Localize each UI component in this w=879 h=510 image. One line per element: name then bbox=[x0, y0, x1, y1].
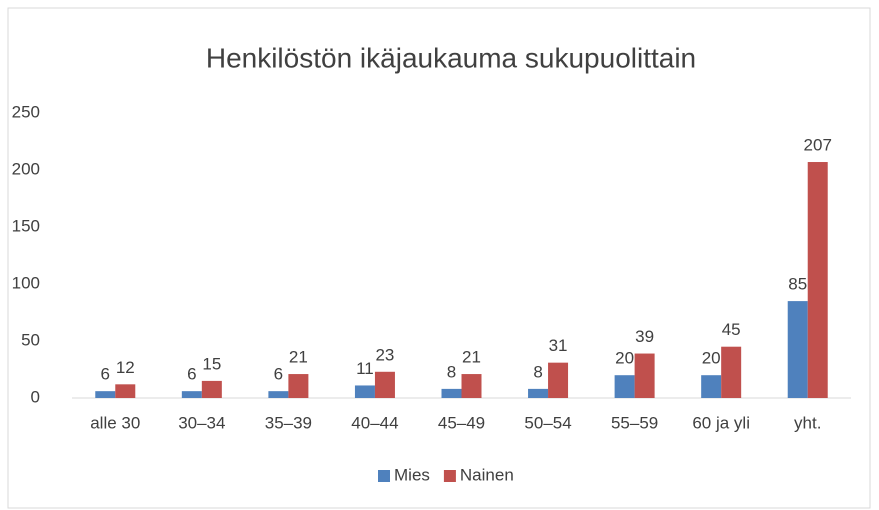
bar bbox=[461, 374, 482, 398]
y-tick-label: 250 bbox=[12, 102, 40, 121]
bar bbox=[374, 371, 395, 398]
bar bbox=[201, 380, 222, 398]
data-label: 31 bbox=[549, 336, 568, 355]
y-tick-label: 150 bbox=[12, 216, 40, 235]
bar bbox=[95, 391, 116, 398]
chart-title: Henkilöstön ikäjaukauma sukupuolittain bbox=[206, 42, 696, 73]
data-label: 23 bbox=[375, 345, 394, 364]
legend-swatch bbox=[378, 470, 390, 482]
x-tick-label: 50–54 bbox=[524, 413, 571, 432]
x-tick-label: 55–59 bbox=[611, 413, 658, 432]
bar bbox=[548, 362, 569, 398]
data-label: 15 bbox=[202, 354, 221, 373]
y-tick-label: 0 bbox=[31, 387, 40, 406]
x-tick-label: yht. bbox=[794, 413, 821, 432]
chart-border bbox=[7, 7, 871, 509]
data-label: 20 bbox=[615, 349, 634, 368]
data-label: 6 bbox=[187, 365, 196, 384]
bar bbox=[634, 353, 655, 398]
data-label: 6 bbox=[274, 365, 283, 384]
data-label: 8 bbox=[533, 362, 542, 381]
y-tick-label: 50 bbox=[21, 330, 40, 349]
data-label: 6 bbox=[101, 365, 110, 384]
data-label: 12 bbox=[116, 358, 135, 377]
legend-label: Nainen bbox=[460, 465, 514, 484]
legend-label: Mies bbox=[394, 465, 430, 484]
bar bbox=[268, 391, 289, 398]
data-label: 21 bbox=[289, 348, 308, 367]
bar bbox=[441, 388, 462, 398]
bar bbox=[807, 162, 828, 398]
x-tick-label: 45–49 bbox=[438, 413, 485, 432]
bar bbox=[288, 374, 309, 398]
data-label: 207 bbox=[804, 136, 832, 155]
x-tick-label: alle 30 bbox=[90, 413, 140, 432]
data-label: 85 bbox=[788, 275, 807, 294]
bar bbox=[701, 375, 722, 398]
data-label: 11 bbox=[356, 359, 374, 378]
bar bbox=[181, 391, 202, 398]
legend-swatch bbox=[443, 470, 456, 482]
data-label: 39 bbox=[635, 327, 654, 346]
x-tick-label: 60 ja yli bbox=[692, 413, 750, 432]
data-label: 8 bbox=[447, 362, 456, 381]
x-tick-label: 30–34 bbox=[178, 413, 225, 432]
data-label: 45 bbox=[722, 320, 741, 339]
data-label: 21 bbox=[462, 348, 481, 367]
y-tick-label: 200 bbox=[12, 159, 40, 178]
bar bbox=[614, 375, 635, 398]
x-tick-label: 40–44 bbox=[351, 413, 398, 432]
bar bbox=[354, 385, 375, 398]
y-tick-label: 100 bbox=[12, 273, 40, 292]
bar bbox=[528, 388, 549, 398]
x-tick-label: 35–39 bbox=[265, 413, 312, 432]
bar bbox=[115, 384, 136, 398]
bar bbox=[787, 301, 808, 398]
data-label: 20 bbox=[702, 349, 721, 368]
bar bbox=[721, 346, 742, 398]
